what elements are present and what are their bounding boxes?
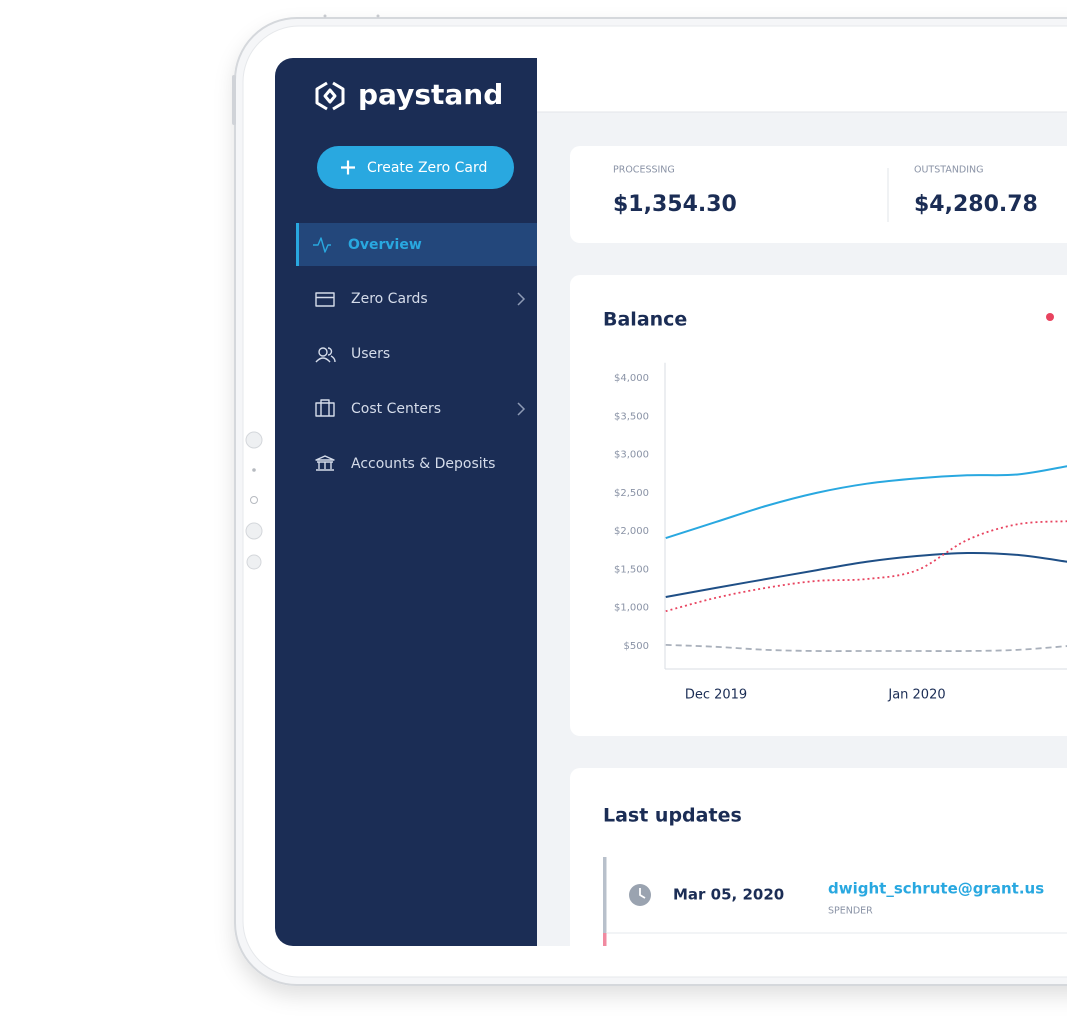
plus-icon (341, 160, 355, 175)
series-line (665, 520, 1067, 613)
nav-item[interactable]: Accounts & Deposits (315, 455, 495, 472)
bezel-dot (376, 14, 380, 18)
y-tick-label: $3,000 (614, 450, 649, 461)
stat-value: $4,280.78 (914, 192, 1038, 217)
nav-icon (315, 292, 335, 307)
balance-chart: $500 $1,000 $1,500 $2,000 $2,500 $3,000 $3,500… (614, 362, 1067, 703)
series-line (665, 551, 1067, 599)
nav-item[interactable]: Zero Cards (315, 291, 526, 307)
top-bar (537, 58, 1067, 112)
nav-active-background[interactable] (296, 223, 537, 266)
row-date: Mar 05, 2020 (673, 886, 784, 904)
nav-label[interactable]: Zero Cards (351, 291, 428, 307)
logo-icon (315, 81, 345, 111)
bezel-dot (252, 468, 256, 472)
screen: paystand Create Zero Card Overview Zero C… (275, 58, 1067, 946)
row-indicator-next (603, 933, 607, 946)
nav-icon (315, 347, 336, 363)
nav-label[interactable]: Overview (348, 237, 422, 253)
stat-label: PROCESSING (613, 165, 675, 176)
series-line (665, 465, 1067, 540)
bezel-dot (246, 554, 262, 570)
nav-chevron (517, 292, 526, 306)
balance-title: Balance (603, 309, 687, 331)
bezel-dot (245, 431, 263, 449)
nav-icon (315, 455, 335, 471)
y-tick-label: $1,500 (614, 564, 649, 575)
button-label[interactable]: Create Zero Card (367, 160, 487, 176)
updates-title: Last updates (603, 805, 742, 827)
nav-active-indicator (296, 223, 299, 266)
side-button (232, 75, 236, 125)
bezel-dot (245, 522, 263, 540)
y-tick-label: $3,500 (614, 411, 649, 422)
bezel-dot (323, 14, 327, 18)
series-line (665, 643, 1067, 652)
nav-chevron (517, 402, 526, 416)
button-background[interactable] (317, 146, 514, 189)
stats: PROCESSING $1,354.30 OUTSTANDING $4,280.78 (613, 165, 1038, 218)
stat-value: $1,354.30 (613, 192, 737, 217)
logo-text: paystand (358, 78, 503, 111)
row-email[interactable]: dwight_schrute@grant.us (828, 880, 1044, 898)
stats-card (570, 146, 1067, 243)
nav-item[interactable]: Cost Centers (315, 399, 526, 417)
nav-label[interactable]: Users (351, 346, 390, 362)
updates-list: Mar 05, 2020 dwight_schrute@grant.us SPEND… (603, 857, 1067, 946)
nav: Overview Zero Cards Users Cost Centers Accou… (296, 223, 537, 472)
y-tick-label: $4,000 (614, 373, 649, 384)
clock-hands (639, 888, 646, 899)
nav-label[interactable]: Accounts & Deposits (351, 456, 495, 472)
nav-label[interactable]: Cost Centers (351, 401, 441, 417)
nav-item[interactable]: Users (315, 346, 390, 363)
y-tick-label: $2,500 (614, 488, 649, 499)
y-tick-label: $1,000 (614, 603, 649, 614)
y-tick-label: $500 (624, 641, 649, 652)
nav-icon (313, 237, 331, 253)
balance-card (570, 275, 1067, 736)
y-tick-label: $2,000 (614, 526, 649, 537)
legend-dot (1046, 313, 1054, 321)
stat-label: OUTSTANDING (914, 165, 984, 176)
row-role: SPENDER (828, 906, 873, 917)
create-button[interactable]: Create Zero Card (317, 146, 514, 189)
nav-icon (315, 399, 335, 417)
bezel-dot (250, 496, 258, 504)
nav-item[interactable]: Overview (296, 223, 537, 266)
x-tick-label: Dec 2019 (685, 688, 747, 703)
x-tick-label: Jan 2020 (887, 688, 945, 703)
sidebar (275, 58, 537, 946)
row-indicator (603, 857, 607, 933)
